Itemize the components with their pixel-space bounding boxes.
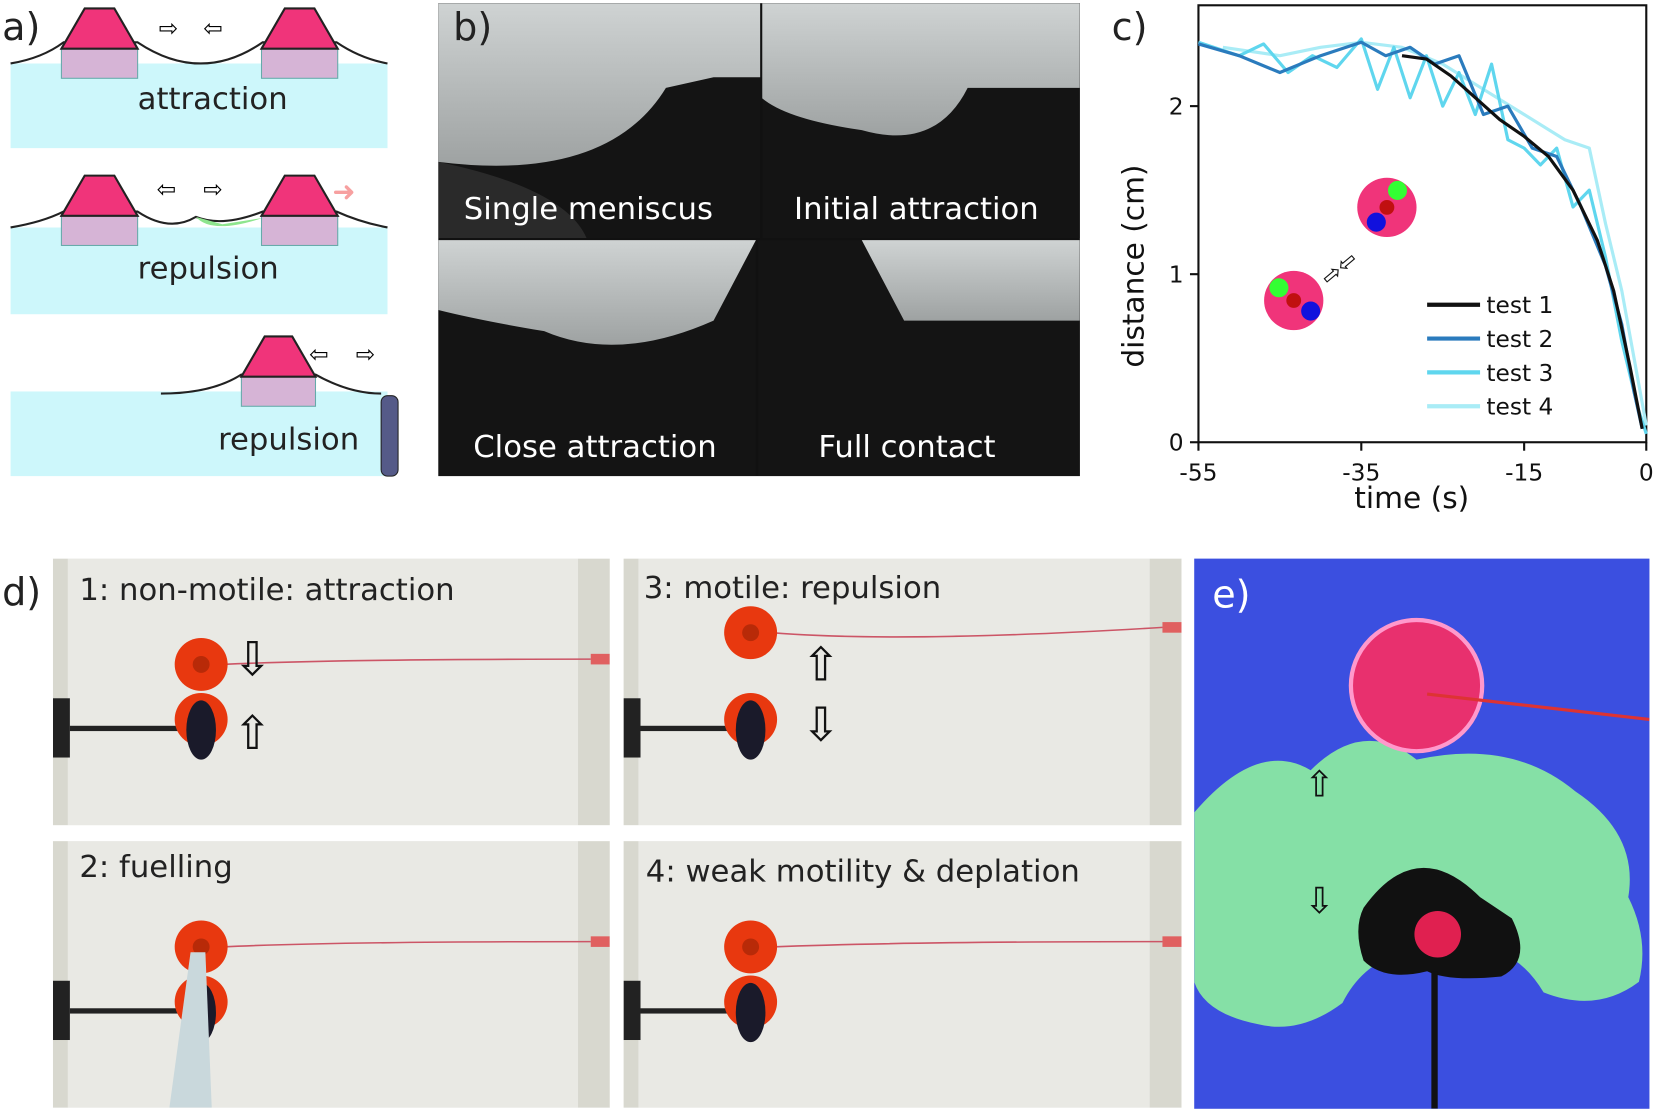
series-line-4 [1222, 40, 1648, 426]
svg-text:⇨: ⇨ [356, 341, 376, 368]
wall [380, 395, 399, 477]
y-tick-label: 1 [1169, 262, 1184, 289]
arrow-right-icon: ⇨ [159, 15, 179, 42]
panel-label-a: a) [2, 6, 41, 50]
uv-photo: ⇧ ⇩ [1194, 558, 1650, 1109]
motion-arrow-icon: ➜ [332, 176, 355, 208]
svg-text:⇦: ⇦ [309, 341, 329, 368]
panel-label-b: b) [453, 6, 493, 50]
y-tick-label: 2 [1169, 94, 1184, 121]
svg-text:⇨: ⇨ [203, 176, 223, 203]
series-line-2 [1198, 40, 1644, 430]
fuel-film [195, 216, 263, 227]
float-dot [1387, 180, 1408, 200]
caption-repulsion: repulsion [137, 249, 279, 286]
float-top [59, 7, 140, 50]
experiment-photo-4 [623, 841, 1182, 1108]
legend-label: test 1 [1486, 292, 1553, 319]
float-base [60, 48, 139, 79]
caption-attraction: attraction [137, 80, 288, 117]
panel-label-d: d) [2, 571, 42, 615]
caption-weak-motility: 4: weak motility & deplation [645, 852, 1080, 889]
y-tick-label: 0 [1169, 430, 1184, 457]
series-line-3 [1197, 37, 1648, 435]
experiment-photo-2 [52, 841, 610, 1108]
float-center [1379, 199, 1395, 215]
x-tick-label: -35 [1342, 459, 1380, 486]
caption-close-attraction: Close attraction [473, 428, 717, 465]
svg-text:⇩: ⇩ [801, 698, 840, 752]
caption-motile-repulsion: 3: motile: repulsion [643, 569, 942, 606]
float-center [1286, 293, 1302, 308]
svg-text:⇩: ⇩ [233, 632, 272, 686]
panel-label-c: c) [1111, 6, 1148, 50]
x-axis-label: time (s) [1354, 480, 1469, 515]
svg-text:⇧: ⇧ [801, 637, 840, 691]
caption-fuelling: 2: fuelling [79, 848, 233, 885]
float-top-e [1348, 617, 1485, 754]
arrow-down-icon: ⇩ [1304, 881, 1334, 922]
caption-single-meniscus: Single meniscus [463, 190, 713, 227]
svg-text:⇦: ⇦ [157, 176, 177, 203]
x-tick-label: -15 [1505, 459, 1543, 486]
experiment-photo-1: ⇩ ⇧ [52, 558, 610, 826]
caption-non-motile: 1: non-motile: attraction [79, 571, 455, 608]
arrow-up-icon: ⇧ [1304, 765, 1334, 806]
float-dot [1366, 212, 1386, 232]
arrow-left-icon: ⇦ [203, 15, 223, 42]
legend-label: test 4 [1486, 394, 1553, 421]
experiment-photo-3: ⇧ ⇩ [623, 558, 1182, 826]
x-tick-label: 0 [1639, 459, 1654, 486]
svg-text:⇧: ⇧ [233, 706, 272, 760]
caption-repulsion-wall: repulsion [218, 421, 360, 458]
panel-label-e: e) [1212, 573, 1251, 617]
float-dot [1301, 301, 1321, 321]
caption-full-contact: Full contact [818, 428, 996, 465]
series-line-1 [1401, 54, 1644, 430]
legend-label: test 3 [1486, 360, 1553, 387]
meniscus-schematic: ⇨ ⇦ ⇦ ⇨ ➜ ⇦ ⇨ [10, 7, 399, 477]
plot-frame [1197, 4, 1648, 444]
distance-time-chart: -55 -35 -15 0 0 1 2 time (s) distance (cm) test 1… [1115, 4, 1654, 515]
y-axis-label: distance (cm) [1115, 165, 1150, 368]
meniscus-photos [438, 3, 1080, 477]
float-dot [1269, 278, 1289, 298]
x-tick-label: -55 [1179, 459, 1217, 486]
attraction-arrows-icon: ⇨⇦ [1316, 246, 1363, 292]
caption-initial-attraction: Initial attraction [794, 190, 1039, 227]
legend-label: test 2 [1486, 326, 1553, 353]
